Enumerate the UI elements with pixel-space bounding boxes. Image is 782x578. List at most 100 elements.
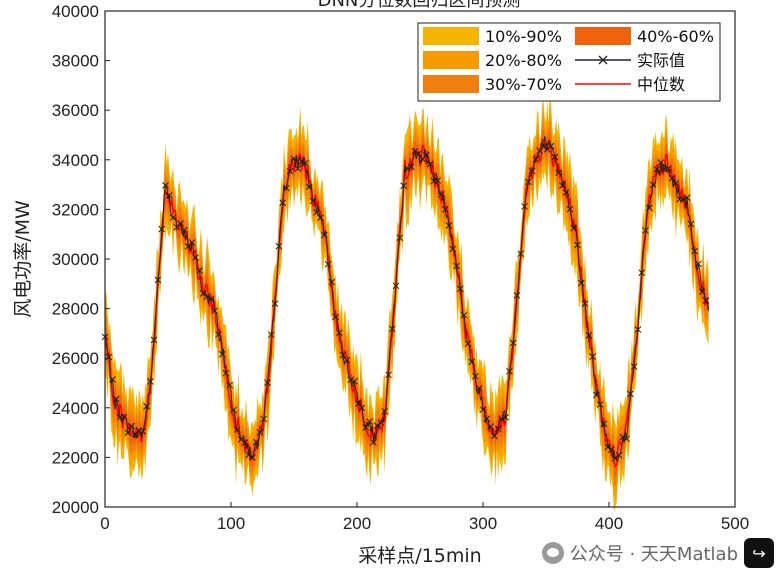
- actual-marker: [366, 418, 373, 425]
- actual-marker: [275, 242, 283, 250]
- actual-marker: [252, 438, 260, 446]
- actual-marker: [112, 395, 120, 403]
- actual-marker: [128, 422, 135, 430]
- x-tick-label: 300: [469, 514, 497, 533]
- actual-marker: [207, 295, 215, 303]
- actual-marker: [139, 427, 147, 435]
- actual-marker: [332, 313, 339, 321]
- y-axis: 20000 22000 24000 26000 28000 30000 32000 34000…: [52, 2, 110, 517]
- actual-marker: [559, 182, 566, 189]
- watermark-text: 公众号 · 天天Matlab: [569, 544, 738, 565]
- actual-marker: [547, 142, 555, 150]
- actual-marker: [385, 371, 392, 379]
- actual-marker: [324, 260, 332, 268]
- actual-marker: [169, 214, 177, 222]
- actual-marker: [286, 167, 294, 175]
- actual-marker: [309, 197, 317, 205]
- actual-marker: [490, 432, 498, 440]
- actual-marker: [105, 353, 113, 361]
- actual-marker: [445, 222, 453, 229]
- legend-marker: [598, 55, 608, 65]
- actual-marker: [165, 192, 173, 199]
- actual-marker: [260, 415, 268, 423]
- legend-label: 30%-70%: [485, 75, 562, 94]
- y-tick-label: 24000: [52, 399, 99, 418]
- actual-marker: [475, 385, 483, 392]
- actual-marker: [661, 166, 668, 173]
- actual-marker: [479, 406, 487, 413]
- actual-marker: [177, 219, 184, 227]
- actual-marker: [404, 164, 411, 172]
- actual-marker: [540, 143, 547, 150]
- actual-marker: [460, 311, 468, 319]
- actual-marker: [301, 159, 309, 167]
- y-tick-label: 28000: [52, 300, 99, 319]
- actual-marker: [305, 183, 313, 191]
- actual-marker: [642, 227, 649, 234]
- actual-marker: [147, 378, 154, 385]
- actual-marker: [230, 406, 237, 414]
- legend-item: 40%-60%: [575, 27, 714, 46]
- actual-marker: [441, 206, 449, 213]
- actual-marker: [143, 402, 150, 410]
- actual-marker: [695, 260, 702, 268]
- actual-marker: [570, 224, 578, 232]
- actual-marker: [294, 165, 302, 172]
- actual-marker: [608, 446, 615, 453]
- actual-marker: [162, 182, 169, 189]
- actual-marker: [351, 377, 358, 385]
- actual-marker: [343, 356, 351, 364]
- actual-marker: [396, 234, 404, 242]
- y-tick-label: 38000: [52, 52, 99, 71]
- actual-marker: [702, 297, 710, 304]
- legend-swatch: [423, 51, 479, 69]
- actual-marker: [188, 239, 196, 246]
- actual-marker: [336, 329, 343, 337]
- x-axis-label: 采样点/15min: [358, 545, 481, 567]
- actual-marker: [426, 160, 434, 168]
- actual-marker: [619, 433, 627, 441]
- actual-marker: [483, 415, 491, 422]
- actual-marker: [638, 269, 646, 277]
- actual-marker: [256, 428, 264, 436]
- actual-marker: [298, 158, 305, 166]
- actual-marker: [472, 372, 479, 380]
- share-icon[interactable]: ↪: [744, 538, 774, 568]
- legend-swatch: [423, 27, 479, 45]
- actual-marker: [581, 300, 589, 307]
- legend-swatch: [423, 75, 479, 93]
- actual-marker: [585, 331, 593, 339]
- actual-marker: [453, 262, 460, 270]
- x-tick-label: 400: [595, 514, 623, 533]
- actual-marker: [691, 247, 699, 255]
- actual-marker: [124, 429, 132, 437]
- actual-marker: [362, 424, 370, 431]
- actual-marker: [320, 231, 328, 239]
- y-tick-label: 20000: [52, 498, 99, 517]
- actual-marker: [264, 379, 271, 386]
- actual-marker: [521, 203, 528, 210]
- actual-marker: [377, 419, 385, 426]
- x-tick-label: 100: [217, 514, 245, 533]
- actual-marker: [313, 209, 321, 216]
- actual-marker: [358, 404, 366, 412]
- y-tick-label: 30000: [52, 250, 99, 269]
- actual-marker: [525, 178, 532, 186]
- actual-marker: [604, 443, 612, 451]
- actual-marker: [634, 326, 642, 333]
- actual-marker: [611, 454, 619, 462]
- legend-item: 10%-90%: [423, 27, 562, 46]
- actual-marker: [672, 180, 680, 187]
- actual-marker: [150, 336, 158, 344]
- actual-marker: [657, 159, 665, 166]
- actual-marker: [449, 245, 457, 253]
- legend-item: 中位数: [575, 75, 685, 94]
- actual-marker: [627, 390, 634, 398]
- actual-marker: [339, 351, 347, 359]
- actual-marker: [630, 363, 638, 370]
- wechat-icon: [541, 542, 564, 564]
- actual-marker: [528, 167, 536, 175]
- y-tick-label: 36000: [52, 101, 99, 120]
- actual-marker: [555, 169, 562, 177]
- actual-marker: [222, 369, 230, 377]
